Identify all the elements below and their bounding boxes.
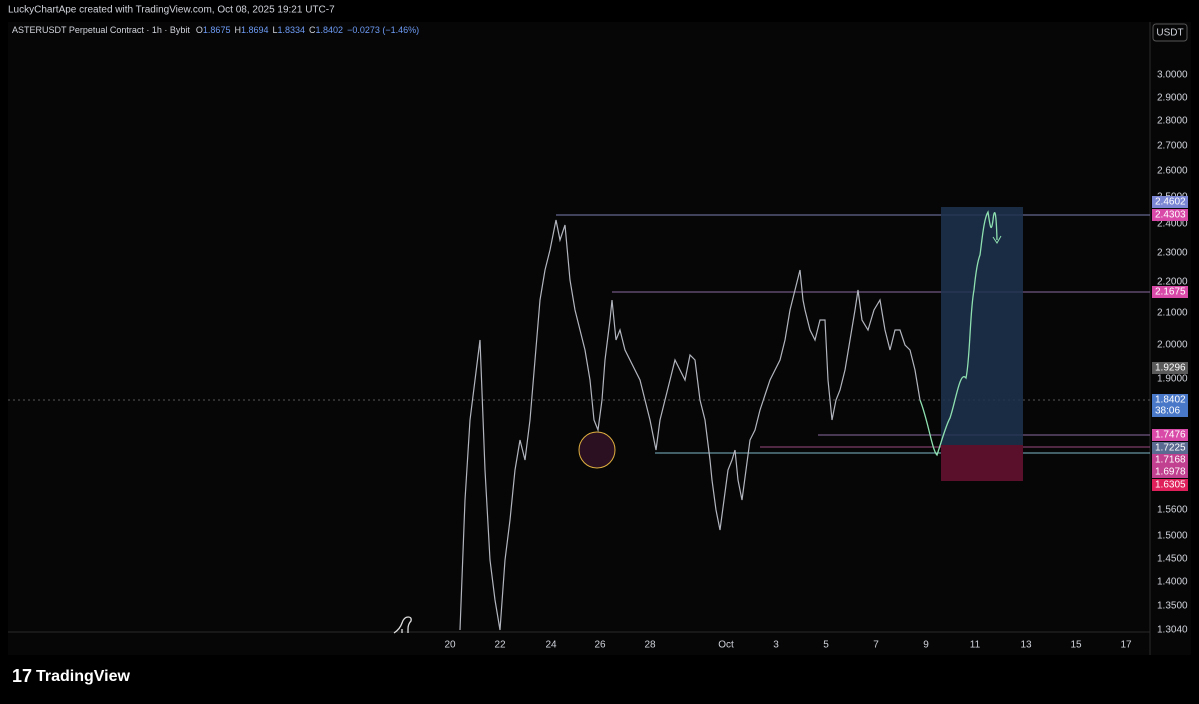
price-tag-label: 2.4602 [1155, 197, 1186, 208]
date-label: Oct [718, 640, 734, 651]
price-label: 2.2000 [1157, 277, 1188, 288]
price-label: 2.8000 [1157, 116, 1188, 127]
date-label: 9 [923, 640, 929, 651]
price-tag [1152, 209, 1188, 221]
price-label: 1.9000 [1157, 374, 1188, 385]
price-tag [1152, 479, 1188, 491]
date-label: 3 [773, 640, 779, 651]
price-label: 1.4000 [1157, 577, 1188, 588]
price-tag-label: 2.4303 [1155, 210, 1186, 221]
price-tag [1152, 454, 1188, 466]
date-label: 11 [970, 640, 981, 651]
price-label: 1.5600 [1157, 505, 1188, 516]
date-label: 20 [444, 640, 456, 651]
price-tag-label: 1.7225 [1155, 443, 1186, 454]
price-label: 2.6000 [1157, 166, 1188, 177]
date-label: 28 [644, 640, 656, 651]
price-tag-label: 1.6305 [1155, 480, 1186, 491]
price-tag-label: 2.1675 [1155, 287, 1186, 298]
price-label: 1.3500 [1157, 601, 1188, 612]
price-tag-label: 1.7168 [1155, 455, 1186, 466]
price-label: 2.7000 [1157, 141, 1188, 152]
price-tag [1152, 429, 1188, 441]
price-tag [1152, 405, 1188, 417]
price-label: 2.4000 [1157, 219, 1188, 230]
price-tag [1152, 286, 1188, 298]
date-label: 5 [823, 640, 829, 651]
price-tag [1152, 196, 1188, 208]
price-label: 2.9000 [1157, 93, 1188, 104]
dino-icon [393, 616, 412, 634]
credit: LuckyChartApe created with TradingView.c… [8, 5, 335, 16]
price-tag [1152, 466, 1188, 478]
price-tag-label: 1.8402 [1155, 395, 1186, 406]
date-label: 24 [545, 640, 557, 651]
highlight-circle [578, 431, 616, 469]
logo-mark: 17 [12, 666, 32, 686]
price-tag [1152, 394, 1188, 406]
price-tag [1152, 362, 1188, 374]
stop-zone [941, 445, 1023, 481]
symbol: ASTERUSDT Perpetual Contract · 1h · Bybi… [12, 25, 419, 35]
date-label: 17 [1120, 640, 1132, 651]
price-label: 2.3000 [1157, 248, 1188, 259]
projection-path [919, 210, 998, 457]
price-label: 1.5000 [1157, 531, 1188, 542]
price-label: 1.3040 [1157, 625, 1188, 636]
price-tag-label: 1.9296 [1155, 363, 1186, 374]
price-label: 2.1000 [1157, 308, 1188, 319]
brand: TradingView [36, 668, 131, 685]
price-tag-label: 38:06 [1155, 406, 1180, 417]
currency-button[interactable] [1152, 23, 1188, 42]
date-label: 7 [873, 640, 879, 651]
date-label: 15 [1070, 640, 1082, 651]
price-line [459, 219, 921, 631]
price-tag-label: 1.7476 [1155, 430, 1186, 441]
projection-arrow [992, 235, 1002, 244]
currency[interactable]: USDT [1156, 28, 1183, 39]
price-label: 2.0000 [1157, 340, 1188, 351]
date-label: 26 [594, 640, 606, 651]
price-tag [1152, 442, 1188, 454]
date-label: 13 [1020, 640, 1032, 651]
price-label: 1.4500 [1157, 554, 1188, 565]
price-label: 3.0000 [1157, 70, 1188, 81]
target-zone [941, 207, 1023, 445]
date-label: 22 [494, 640, 506, 651]
price-tag-label: 1.6978 [1155, 467, 1186, 478]
